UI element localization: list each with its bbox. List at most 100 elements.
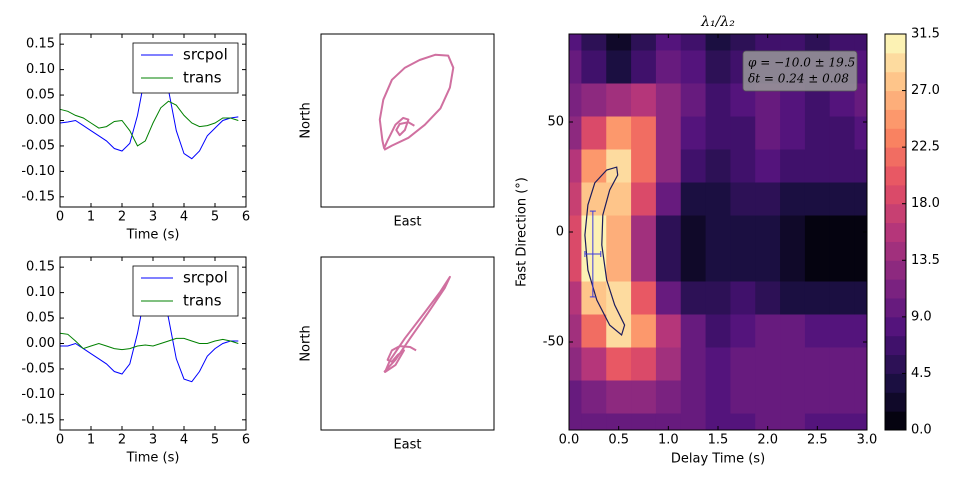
x-axis-label: Time (s) — [126, 451, 180, 466]
x-tick-label: 5 — [211, 210, 219, 225]
contour-cell — [581, 347, 607, 382]
colorbar-band — [885, 128, 906, 148]
y-tick-label: 0.15 — [26, 37, 55, 52]
contour-cell — [655, 149, 682, 184]
contour-cell — [755, 215, 781, 250]
contour-cell — [631, 34, 657, 52]
x-tick-label: 3 — [149, 433, 157, 448]
y-tick-label: -0.05 — [21, 138, 55, 153]
colorbar-band — [885, 260, 906, 280]
contour-cell — [755, 281, 781, 316]
contour-cell — [606, 281, 632, 316]
colorbar-band — [885, 184, 906, 205]
x-tick-label: 4 — [180, 433, 188, 448]
y-axis-label: North — [299, 102, 314, 138]
contour-cell — [705, 149, 732, 184]
colorbar-band — [885, 354, 906, 374]
contour-cell — [804, 248, 831, 283]
axes-frame — [320, 33, 495, 208]
contour-cell — [829, 34, 856, 52]
x-tick-label: 0 — [56, 433, 64, 448]
series-line — [59, 100, 239, 147]
contour-cell — [569, 314, 583, 349]
contour-cell — [854, 314, 867, 349]
x-axis-label: East — [393, 438, 421, 453]
contour-cell — [655, 182, 682, 217]
contour-cell — [581, 314, 607, 349]
contour-cell — [631, 281, 657, 316]
contour-cell — [854, 149, 867, 184]
contour-cell — [606, 314, 632, 349]
y-axis-label: Fast Direction (°) — [515, 177, 530, 287]
contour-cell — [780, 149, 806, 184]
y-tick-label: 0.05 — [26, 88, 55, 103]
legend-box — [132, 265, 239, 317]
contour-cell — [829, 248, 856, 283]
contour-cell — [569, 215, 583, 250]
x-axis-label: Delay Time (s) — [671, 452, 765, 467]
x-tick-label: 2.5 — [807, 433, 828, 448]
contour-cell — [569, 50, 583, 85]
contour-cell — [804, 281, 831, 316]
colorbar-band — [885, 222, 906, 242]
contour-cell — [854, 34, 867, 52]
x-tick-label: 0 — [56, 210, 64, 225]
legend-label: srcpol — [183, 46, 228, 64]
contour-cell — [680, 50, 707, 85]
contour-cell — [631, 116, 657, 151]
contour-cell — [655, 50, 682, 85]
contour-cell — [606, 50, 632, 85]
colorbar-tick-label: 9.0 — [911, 309, 932, 324]
contour-cell — [829, 413, 856, 430]
contour-cell — [780, 215, 806, 250]
x-tick-label: 2 — [118, 433, 126, 448]
contour-cell — [780, 248, 806, 283]
colorbar-tick-label: 4.5 — [911, 366, 932, 381]
x-tick-label: 6 — [242, 433, 250, 448]
contour-cell — [606, 380, 632, 415]
contour-cell — [854, 83, 867, 118]
contour-field — [569, 34, 867, 430]
colorbar-band — [885, 241, 906, 261]
contour-cell — [655, 281, 682, 316]
contour-cell — [581, 380, 607, 415]
y-tick-label: -0.15 — [21, 189, 55, 204]
y-tick-label: -50 — [543, 335, 564, 350]
contour-cell — [730, 413, 756, 430]
contour-cell — [655, 116, 682, 151]
y-tick-label: 50 — [547, 115, 564, 130]
contour-cell — [780, 413, 806, 430]
contour-cell — [730, 380, 756, 415]
colorbar-band — [885, 34, 906, 54]
contour-cell — [804, 215, 831, 250]
colorbar-tick-label: 0.0 — [911, 423, 932, 438]
colorbar-tick-label: 27.0 — [911, 83, 940, 98]
contour-cell — [804, 380, 831, 415]
contour-cell — [680, 83, 707, 118]
contour-cell — [655, 215, 682, 250]
contour-cell — [655, 347, 682, 382]
contour-cell — [780, 182, 806, 217]
contour-cell — [569, 149, 583, 184]
contour-cell — [730, 182, 756, 217]
contour-cell — [730, 281, 756, 316]
contour-cell — [755, 413, 781, 430]
annotation: δt = 0.24 ± 0.08 — [748, 72, 849, 86]
contour-cell — [655, 248, 682, 283]
colorbar-band — [885, 90, 906, 110]
colorbar-band — [885, 392, 906, 412]
x-tick-label: 4 — [180, 210, 188, 225]
x-tick-label: 3.0 — [857, 433, 878, 448]
y-tick-label: -0.10 — [21, 164, 55, 179]
contour-cell — [780, 34, 806, 52]
contour-cell — [631, 314, 657, 349]
y-tick-label: 0 — [556, 225, 564, 240]
contour-cell — [581, 50, 607, 85]
contour-cell — [705, 116, 732, 151]
colorbar-band — [885, 52, 906, 73]
y-tick-label: -0.15 — [21, 412, 55, 427]
contour-cell — [854, 347, 867, 382]
contour-cell — [705, 314, 732, 349]
contour-cell — [631, 248, 657, 283]
